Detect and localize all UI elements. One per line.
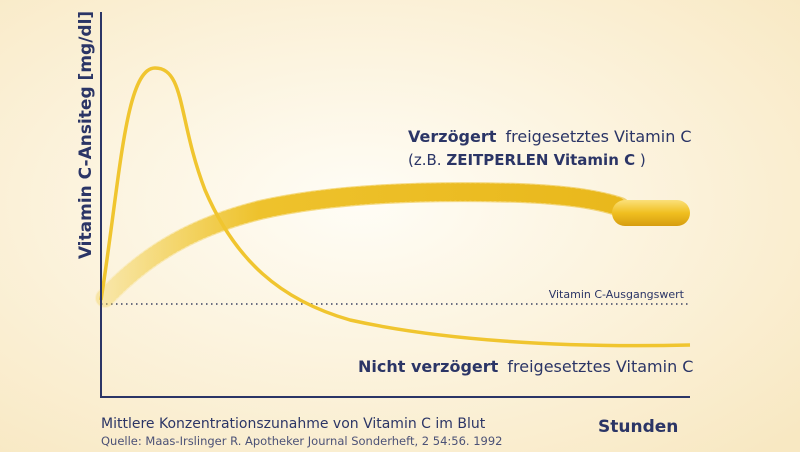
immediate-bold: Nicht verzögert xyxy=(358,357,499,376)
baseline-label: Vitamin C-Ausgangswert xyxy=(549,288,685,301)
y-axis-label: Vitamin C-Ansiteg [mg/dl] xyxy=(76,11,96,259)
delayed-curve-beads xyxy=(96,183,629,307)
delayed-bold: Verzögert xyxy=(408,127,497,146)
immediate-curve xyxy=(99,66,691,348)
capsule xyxy=(612,200,690,226)
delayed-text: freigesetztes Vitamin C xyxy=(506,127,692,146)
example-bold: ZEITPERLEN Vitamin C xyxy=(446,151,635,169)
delayed-label: Verzögert freigesetztes Vitamin C xyxy=(408,127,692,146)
example-prefix: (z.B. xyxy=(408,151,442,169)
source: Quelle: Maas-Irslinger R. Apotheker Jour… xyxy=(101,434,502,448)
immediate-label: Nicht verzögert freigesetztes Vitamin C xyxy=(358,357,693,376)
delayed-example: (z.B. ZEITPERLEN Vitamin C ) xyxy=(408,151,646,169)
caption: Mittlere Konzentrationszunahme von Vitam… xyxy=(101,416,486,432)
x-axis-label: Stunden xyxy=(598,417,678,437)
immediate-text: freigesetztes Vitamin C xyxy=(507,357,693,376)
example-suffix: ) xyxy=(640,151,646,169)
